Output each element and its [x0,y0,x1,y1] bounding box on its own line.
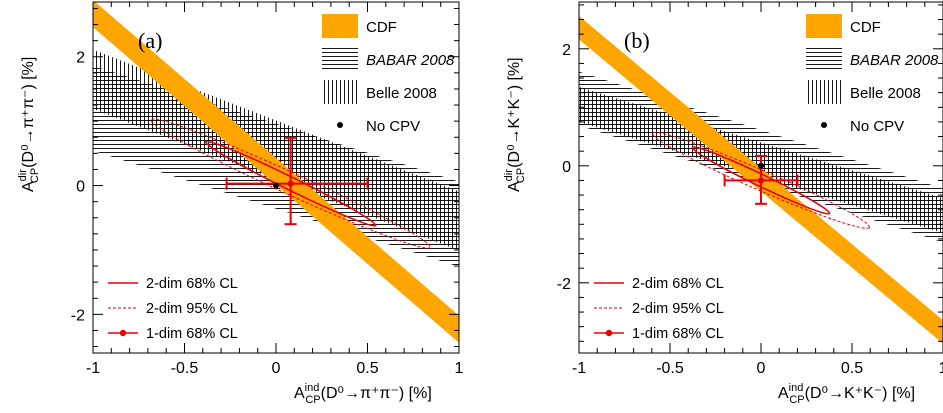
axis-title-main: A [20,181,37,192]
no-cpv-point [758,162,764,169]
axis-title-rest: (D⁰→K⁺K⁻) [%] [506,57,523,167]
y-tick-label: -2 [557,276,571,293]
axis-title-rest: (D⁰→K⁺K⁻) [%] [805,385,915,402]
axis-title-main: A [778,385,789,402]
ellipse-68cl [691,146,831,215]
y-tick-label: 2 [562,42,571,59]
legend-nocpv-dot [821,122,827,128]
axis-title-rest: (D⁰→π⁺π⁻) [%] [321,385,432,402]
legend-label: CDF [366,19,397,36]
legend-label: 2-dim 95% CL [146,301,238,317]
y-axis-title: AdirCP(D⁰→π⁺π⁻) [%] [17,57,41,192]
axis-title-main: A [506,181,523,192]
x-axis-title: Aind CP(D⁰→K⁺K⁻) [%] [778,382,915,406]
y-tick-label: 0 [562,159,571,176]
legend-belle-swatch [806,80,842,104]
axis-title-sup: dir [503,169,515,182]
axis-title-main: A [294,385,305,402]
x-tick-label: -1 [86,360,100,377]
legend-label: BABAR 2008 [850,52,939,69]
legend-label: Belle 2008 [850,85,921,102]
legend-babar-swatch [322,47,358,71]
axis-title-sup: ind [789,382,804,394]
no-cpv-point [273,182,279,189]
y-tick-label: 0 [76,179,85,196]
axis-title-sup: ind [305,382,320,394]
legend-label: Belle 2008 [366,85,437,102]
axis-title-sup: dir [17,169,29,182]
legend-label: 2-dim 95% CL [632,301,724,317]
legend-label: BABAR 2008 [366,52,455,69]
plot-area [579,16,943,344]
y-tick-label: -2 [71,307,85,324]
y-tick-label: 2 [76,50,85,67]
panel-label: (a) [138,28,162,53]
legend-label: CDF [850,19,881,36]
legend-cdf-swatch [322,14,358,38]
x-tick-label: -0.5 [171,360,199,377]
plot-area [93,2,459,343]
legend-label: 2-dim 68% CL [146,276,238,292]
legend-nocpv-dot [337,122,343,128]
ellipse-95cl [652,132,870,229]
cdf-band [93,2,459,343]
legend-belle-swatch [322,80,358,104]
axis-title-sub: CP [305,394,320,406]
x-tick-label: 0 [272,360,281,377]
x-tick-label: 1 [939,360,943,377]
legend-label: 1-dim 68% CL [632,326,724,342]
axis-title-sub: CP [515,168,527,183]
legend-babar-swatch [806,47,842,71]
y-axis-title: AdirCP(D⁰→K⁺K⁻) [%] [503,57,527,192]
best-fit-point [757,177,765,184]
ellipse-68cl [204,140,377,227]
legend-label: 1-dim 68% CL [146,326,238,342]
axis-title-sub: CP [789,394,804,406]
x-tick-label: -1 [572,360,586,377]
legend-cdf-swatch [806,14,842,38]
legend-label: 2-dim 68% CL [632,276,724,292]
best-fit-point [287,180,294,187]
legend-errorbar-dot [605,329,613,337]
panel-label: (b) [624,28,650,53]
x-axis-title: Aind CP(D⁰→π⁺π⁻) [%] [294,382,432,406]
legend-label: No CPV [850,118,904,135]
x-tick-label: 0 [757,360,766,377]
legend-errorbar-dot [119,329,127,337]
x-tick-label: 1 [455,360,464,377]
x-tick-label: 0.5 [841,360,863,377]
ellipse-95cl [150,118,431,249]
legend-label: No CPV [366,118,420,135]
axis-title-sub: CP [29,168,41,183]
x-tick-label: 0.5 [356,360,378,377]
x-tick-label: -0.5 [656,360,684,377]
axis-title-rest: (D⁰→π⁺π⁻) [%] [20,57,37,168]
